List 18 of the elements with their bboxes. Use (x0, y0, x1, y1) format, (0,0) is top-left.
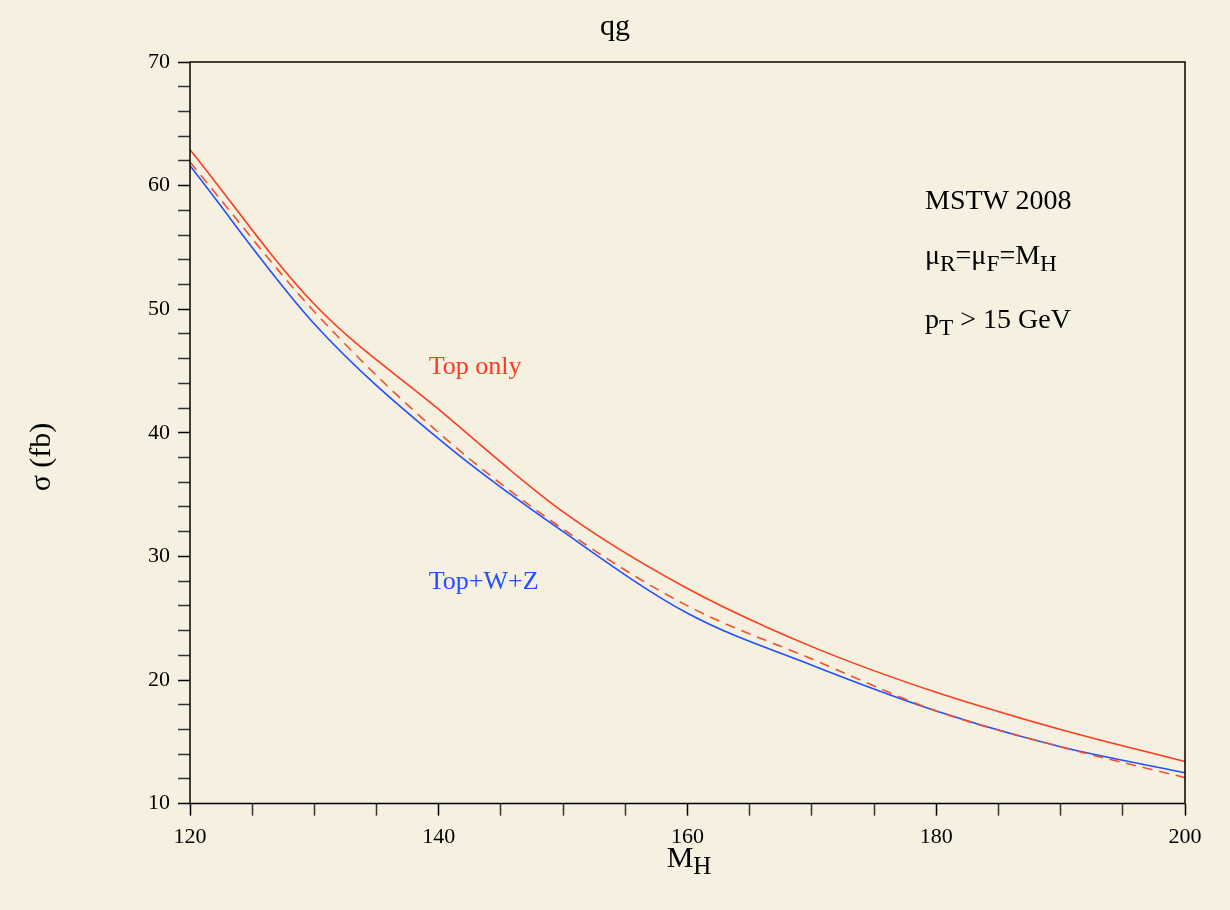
y-tick-label: 20 (148, 665, 170, 691)
x-tick-label: 120 (173, 822, 207, 848)
x-tick-label: 180 (919, 822, 953, 848)
annotation: p$_{T}$ > 15 GeV (925, 301, 1072, 342)
x-tick-label: 140 (422, 822, 456, 848)
x-tick-label: 200 (1168, 822, 1202, 848)
annotation: μ$_{R}$=μ$_{F}$=M$_{H}$ (925, 238, 1058, 278)
y-tick-label: 30 (148, 542, 170, 568)
chart-title: qg (599, 8, 631, 42)
series-label: Top+W+Z (428, 565, 539, 595)
y-tick-label: 10 (148, 789, 170, 815)
annotation: MSTW 2008 (925, 183, 1072, 217)
series-label: Top only (428, 351, 522, 381)
y-tick-label: 40 (148, 418, 170, 444)
y-tick-label: 70 (148, 47, 170, 73)
y-tick-label: 50 (148, 294, 170, 320)
y-tick-label: 60 (148, 171, 170, 197)
y-axis-title: σ (fb) (23, 421, 57, 494)
